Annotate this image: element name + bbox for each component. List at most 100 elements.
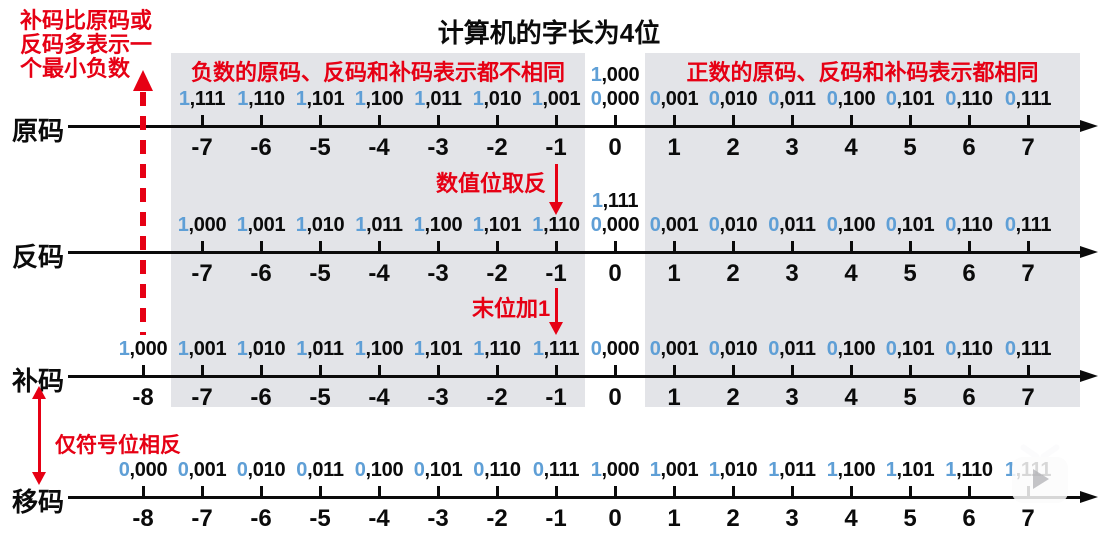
binary-code: 0,010 [236, 459, 286, 481]
decimal-label: 5 [903, 134, 917, 161]
play-triangle-icon [1033, 469, 1049, 489]
axis-tick [318, 241, 322, 252]
axis-tick [731, 365, 735, 376]
binary-code: 0,001 [177, 459, 227, 481]
axis-tick [259, 241, 263, 252]
axis-tick [436, 486, 440, 497]
axis-tick [318, 486, 322, 497]
binary-code: 0,010 [708, 214, 758, 236]
decimal-label: -1 [545, 134, 567, 161]
binary-code: 0,000 [590, 338, 640, 360]
axis-tick [377, 486, 381, 497]
binary-code: 0,110 [945, 338, 993, 360]
decimal-label: -4 [368, 260, 390, 287]
decimal-label: -7 [191, 384, 213, 411]
axis-tick [672, 365, 676, 376]
decimal-label: 1 [667, 134, 681, 161]
decimal-label: 4 [844, 505, 858, 532]
decimal-label: -1 [545, 384, 567, 411]
sign-bit: 0 [768, 214, 780, 236]
decimal-label: 5 [903, 384, 917, 411]
axis-tick [377, 115, 381, 126]
decimal-label: 0 [608, 260, 622, 287]
decimal-label: -7 [191, 505, 213, 532]
binary-code: 0,001 [649, 214, 699, 236]
binary-code: 0,110 [945, 88, 993, 110]
axis-arrowhead-icon [1080, 369, 1098, 382]
axis-tick [200, 486, 204, 497]
binary-code: 0,111 [1004, 214, 1052, 236]
binary-code: 0,011 [768, 338, 816, 360]
decimal-label: -3 [427, 505, 449, 532]
sign-bit: 0 [236, 459, 248, 481]
sign-bit: 0 [590, 338, 602, 360]
axis-tick [1026, 115, 1030, 126]
sign-bit: 1 [295, 88, 307, 110]
decimal-label: -5 [309, 384, 331, 411]
binary-code: 1,000 [177, 214, 227, 236]
sign-bit: 0 [945, 88, 957, 110]
sign-bit: 1 [472, 214, 484, 236]
sign-bit: 1 [590, 459, 602, 481]
binary-code: 1,110 [945, 459, 993, 481]
decimal-label: 7 [1021, 260, 1035, 287]
binary-code: 0,111 [1004, 88, 1052, 110]
binary-code: 0,000 [590, 88, 640, 110]
axis-tick [495, 486, 499, 497]
decimal-label: 2 [726, 505, 740, 532]
binary-code: 0,100 [354, 459, 404, 481]
axis-tick [849, 486, 853, 497]
sign-bit: 0 [826, 88, 838, 110]
decimal-label: 2 [726, 384, 740, 411]
binary-code: 0,111 [1004, 338, 1052, 360]
sign-bit: 0 [649, 214, 661, 236]
axis-arrowhead-icon [1080, 490, 1098, 503]
invert-arrowhead-icon [549, 202, 563, 215]
binary-code: 1,011 [296, 338, 344, 360]
decimal-label: 3 [785, 134, 799, 161]
binary-code: 0,111 [532, 459, 580, 481]
decimal-label: 3 [785, 384, 799, 411]
negative-region-header: 负数的原码、反码和补码表示都不相同 [190, 60, 565, 85]
decimal-label: 7 [1021, 134, 1035, 161]
binary-code: 1,010 [472, 88, 522, 110]
axis-tick [849, 365, 853, 376]
axis-tick [613, 486, 617, 497]
binary-code: 0,011 [768, 214, 816, 236]
axis-line [68, 124, 1082, 128]
axis-tick [554, 365, 558, 376]
sign-bit: 1 [354, 338, 366, 360]
sign-bit: 0 [649, 88, 661, 110]
axis-tick [849, 241, 853, 252]
tv-play-icon [1012, 443, 1070, 506]
binary-code: 0,101 [413, 459, 463, 481]
sign-flip-annotation: 仅符号位相反 [55, 434, 181, 457]
sign-bit: 1 [295, 214, 307, 236]
sign-bit: 1 [472, 88, 484, 110]
decimal-label: -4 [368, 384, 390, 411]
axis-tick [790, 115, 794, 126]
sign-bit: 1 [591, 190, 603, 212]
binary-code: 0,101 [885, 338, 935, 360]
decimal-label: 5 [903, 505, 917, 532]
sign-bit: 0 [1004, 338, 1016, 360]
axis-tick [318, 365, 322, 376]
decimal-label: 3 [785, 505, 799, 532]
axis-tick [908, 241, 912, 252]
binary-code: 0,011 [296, 459, 344, 481]
axis-tick [908, 115, 912, 126]
decimal-label: 4 [844, 134, 858, 161]
sign-bit: 1 [413, 214, 425, 236]
decimal-label: 4 [844, 260, 858, 287]
axis-tick [200, 115, 204, 126]
dashed-up-arrow-icon [133, 70, 153, 91]
axis-tick [849, 115, 853, 126]
positive-region-header: 正数的原码、反码和补码表示都相同 [686, 60, 1039, 85]
sign-bit: 1 [532, 214, 544, 236]
axis-tick [613, 115, 617, 126]
decimal-label: -6 [250, 260, 272, 287]
sign-bit: 0 [473, 459, 485, 481]
sign-bit: 0 [768, 338, 780, 360]
axis-tick [731, 486, 735, 497]
